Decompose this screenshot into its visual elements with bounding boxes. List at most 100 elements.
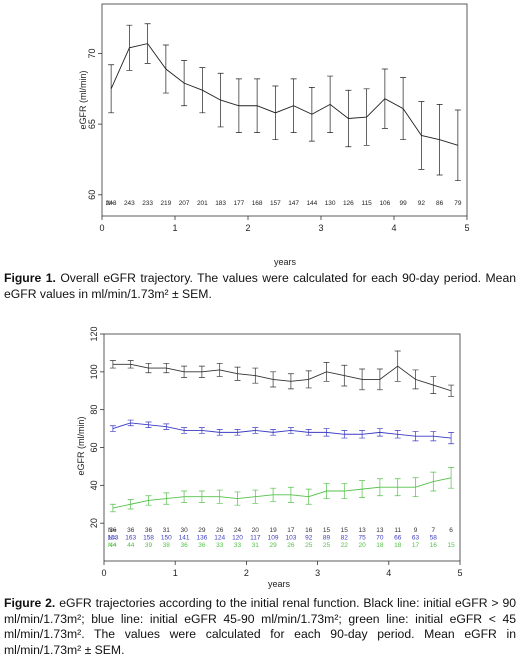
figure-1-y-axis-label: eGFR (ml/min): [78, 71, 88, 130]
figure-2-x-tick-label: 1: [173, 568, 178, 578]
figure-1-series-1-error-bar: [199, 67, 206, 114]
figure-1-series-1-error-bar: [418, 101, 425, 170]
figure-2-series-1-error-bar: [448, 384, 455, 397]
figure-2-series-2-line: [112, 422, 452, 439]
figure-2-series-2-error-bar: [376, 428, 383, 437]
figure-1-series-1-error-bar: [400, 77, 407, 141]
figure-2-n-value: 36: [180, 542, 188, 549]
figure-2-series-3-error-bar: [287, 486, 294, 503]
figure-2-n-value: 38: [163, 542, 171, 549]
figure-2-series-1-error-bar: [412, 369, 419, 390]
figure-1-series-1-error-bar: [126, 24, 133, 71]
figure-2-series-1-error-bar: [287, 373, 294, 390]
figure-2-n-value: 18: [376, 542, 384, 549]
figure-2-series-3-error-bar: [430, 471, 437, 492]
figure-1-y-tick-label: 70: [87, 48, 97, 58]
figure-1-y-tick-label: 65: [87, 119, 97, 129]
figure-1-series-1-error-bar: [217, 72, 224, 128]
figure-1-y-tick-label: 60: [87, 190, 97, 200]
figure-1-series-1-error-bar: [181, 60, 188, 107]
figure-2-series-1-error-bar: [359, 368, 366, 391]
figure-2-n-value: 31: [252, 542, 260, 549]
figure-1-series-1-error-bar: [144, 23, 151, 64]
figure-2-n-value: 150: [161, 535, 172, 542]
figure-2-series-3-error-bar: [216, 489, 223, 504]
figure-1-series-1-error-bar: [436, 103, 443, 176]
figure-2-n-value: 36: [127, 527, 135, 534]
figure-2-n-value: 20: [252, 527, 260, 534]
figure-1-n-value: 168: [252, 200, 263, 207]
figure-2-x-tick-label: 4: [386, 568, 391, 578]
figure-2-n-value: 15: [323, 527, 331, 534]
figure-2-n-value: 75: [358, 535, 366, 542]
figure-2-series-2-error-bar: [109, 425, 116, 432]
figure-2-n-value: 58: [430, 535, 438, 542]
figure-1-n-value: 201: [197, 200, 208, 207]
figure-2-series-1-error-bar: [323, 362, 330, 382]
figure-2-series-1-error-bar: [341, 364, 348, 387]
figure-2-series-3-error-bar: [181, 490, 188, 503]
figure-1-x-tick-label: 0: [99, 223, 104, 233]
figure-2-n-value: 117: [250, 535, 261, 542]
figure-2-series-3-error-bar: [198, 490, 205, 503]
figure-1-x-tick-label: 2: [245, 223, 250, 233]
figure-2-n-value: 13: [376, 527, 384, 534]
figure-2-x-tick-label: 5: [457, 568, 462, 578]
figure-2-n-value: 109: [268, 535, 279, 542]
figure-2-series-3-error-bar: [305, 488, 312, 505]
figure-1-n-value: 207: [179, 200, 190, 207]
figure-2-series-1-error-bar: [216, 362, 223, 377]
figure-2-n-value: 17: [412, 542, 420, 549]
figure-1-n-value: 92: [418, 200, 426, 207]
figure-2-x-tick-label: 2: [244, 568, 249, 578]
figure-2-n-value: 163: [107, 535, 118, 542]
figure-2-n-value: 36: [109, 527, 117, 534]
figure-2-y-tick-label: 120: [89, 326, 99, 341]
figure-2-series-3-error-bar: [359, 480, 366, 498]
figure-2-series-3-error-bar: [234, 491, 241, 506]
figure-2-series-2-error-bar: [394, 430, 401, 439]
figure-2-n-value: 70: [376, 535, 384, 542]
figure-1-n-value: 106: [379, 200, 390, 207]
figure-1-series-1-error-bar: [345, 89, 352, 148]
figure-2-n-value: 33: [216, 542, 224, 549]
figure-2-series-1-error-bar: [394, 350, 401, 382]
figure-2-series-1-error-bar: [234, 366, 241, 381]
figure-1-series-1-error-bar: [381, 68, 388, 129]
figure-2-n-value: 25: [323, 542, 331, 549]
figure-2-n-value: 120: [232, 535, 243, 542]
figure-2-n-value: 11: [394, 527, 401, 534]
figure-2-n-value: 36: [198, 542, 206, 549]
figure-1-n-value: 126: [343, 200, 354, 207]
figure-2-series-2-error-bar: [216, 429, 223, 436]
figure-2-n-value: 136: [196, 535, 207, 542]
figure-2-series-2-error-bar: [252, 427, 259, 434]
figure-2-n-value: 15: [341, 527, 349, 534]
figure-2-n-value: 39: [145, 542, 153, 549]
figure-2-series-1-error-bar: [198, 365, 205, 378]
figure-1-x-tick-label: 1: [172, 223, 177, 233]
figure-2-series-1-error-bar: [252, 367, 259, 384]
figure-2-series-1-error-bar: [305, 370, 312, 389]
figure-2-n-value: 15: [447, 542, 455, 549]
figure-2-chart: eGFR (ml/min) years 20 40 60 80 100 120 0 1 2 3 4 5…: [76, 326, 463, 589]
figure-2-y-axis-label: eGFR (ml/min): [76, 417, 86, 476]
figure-2-series-3-error-bar: [341, 483, 348, 499]
figure-2-n-value: 158: [143, 535, 154, 542]
figure-2-series-1-error-bar: [127, 360, 134, 369]
figure-2-n-value: 26: [287, 542, 295, 549]
figure-2-series-1-error-bar: [109, 360, 116, 369]
figure-2-series-1-line: [112, 363, 452, 392]
figure-1-x-axis-label: years: [274, 257, 297, 267]
figure-2-x-tick-label: 0: [101, 568, 106, 578]
figure-2-n-value: 20: [358, 542, 366, 549]
figure-1-caption: Figure 1. Overall eGFR trajectory. The v…: [4, 271, 516, 302]
figure-2-n-value: 9: [414, 527, 418, 534]
figure-2-n-value: 22: [341, 542, 349, 549]
figure-2-n-value: 19: [269, 527, 277, 534]
figure-2-series-2-error-bar: [287, 427, 294, 434]
figure-2-series-2-error-bar: [234, 429, 241, 436]
figure-2-series-2-error-bar: [145, 421, 152, 428]
figure-2-y-tick-label: 40: [89, 480, 99, 490]
